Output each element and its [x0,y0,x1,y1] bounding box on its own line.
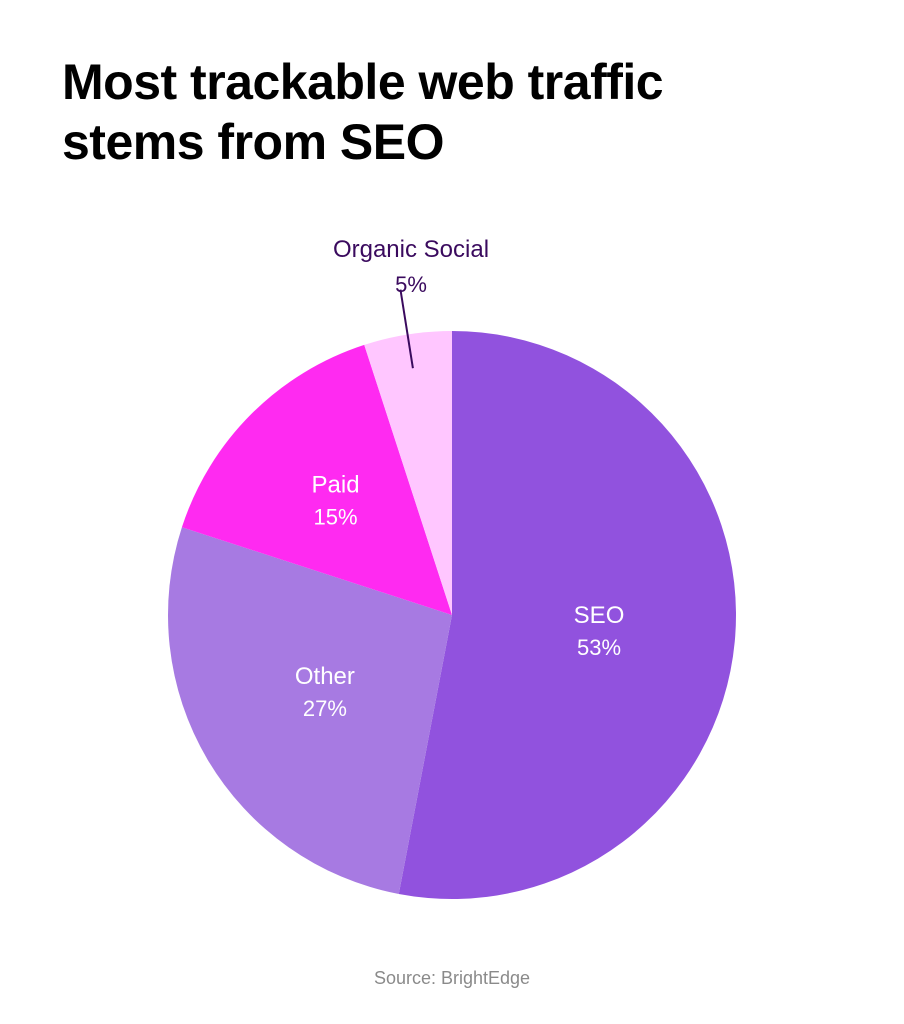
pie-slice-other [168,527,453,894]
slice-value-seo: 53% [577,635,621,660]
chart-title: Most trackable web traffic stems from SE… [62,54,664,170]
slice-label-paid: Paid [312,472,360,499]
pie-labels: SEO 53% Other 27% Paid 15% Organic Social 5% [295,236,624,721]
slice-label-other: Other [295,663,355,690]
pie-slice-paid [181,344,452,615]
slice-value-paid: 15% [314,505,358,530]
pie-slice-organic-social [364,331,452,615]
pie-slices [168,331,736,899]
pie-slice-seo [398,331,736,899]
source-note: Source: BrightEdge [373,968,531,988]
leader-line-organic-social [399,289,414,369]
slice-label-organic-social: Organic Social [333,236,489,263]
slice-value-other: 27% [303,696,347,721]
slice-value-organic-social: 5% [395,272,427,297]
slice-label-seo: SEO [574,602,625,629]
